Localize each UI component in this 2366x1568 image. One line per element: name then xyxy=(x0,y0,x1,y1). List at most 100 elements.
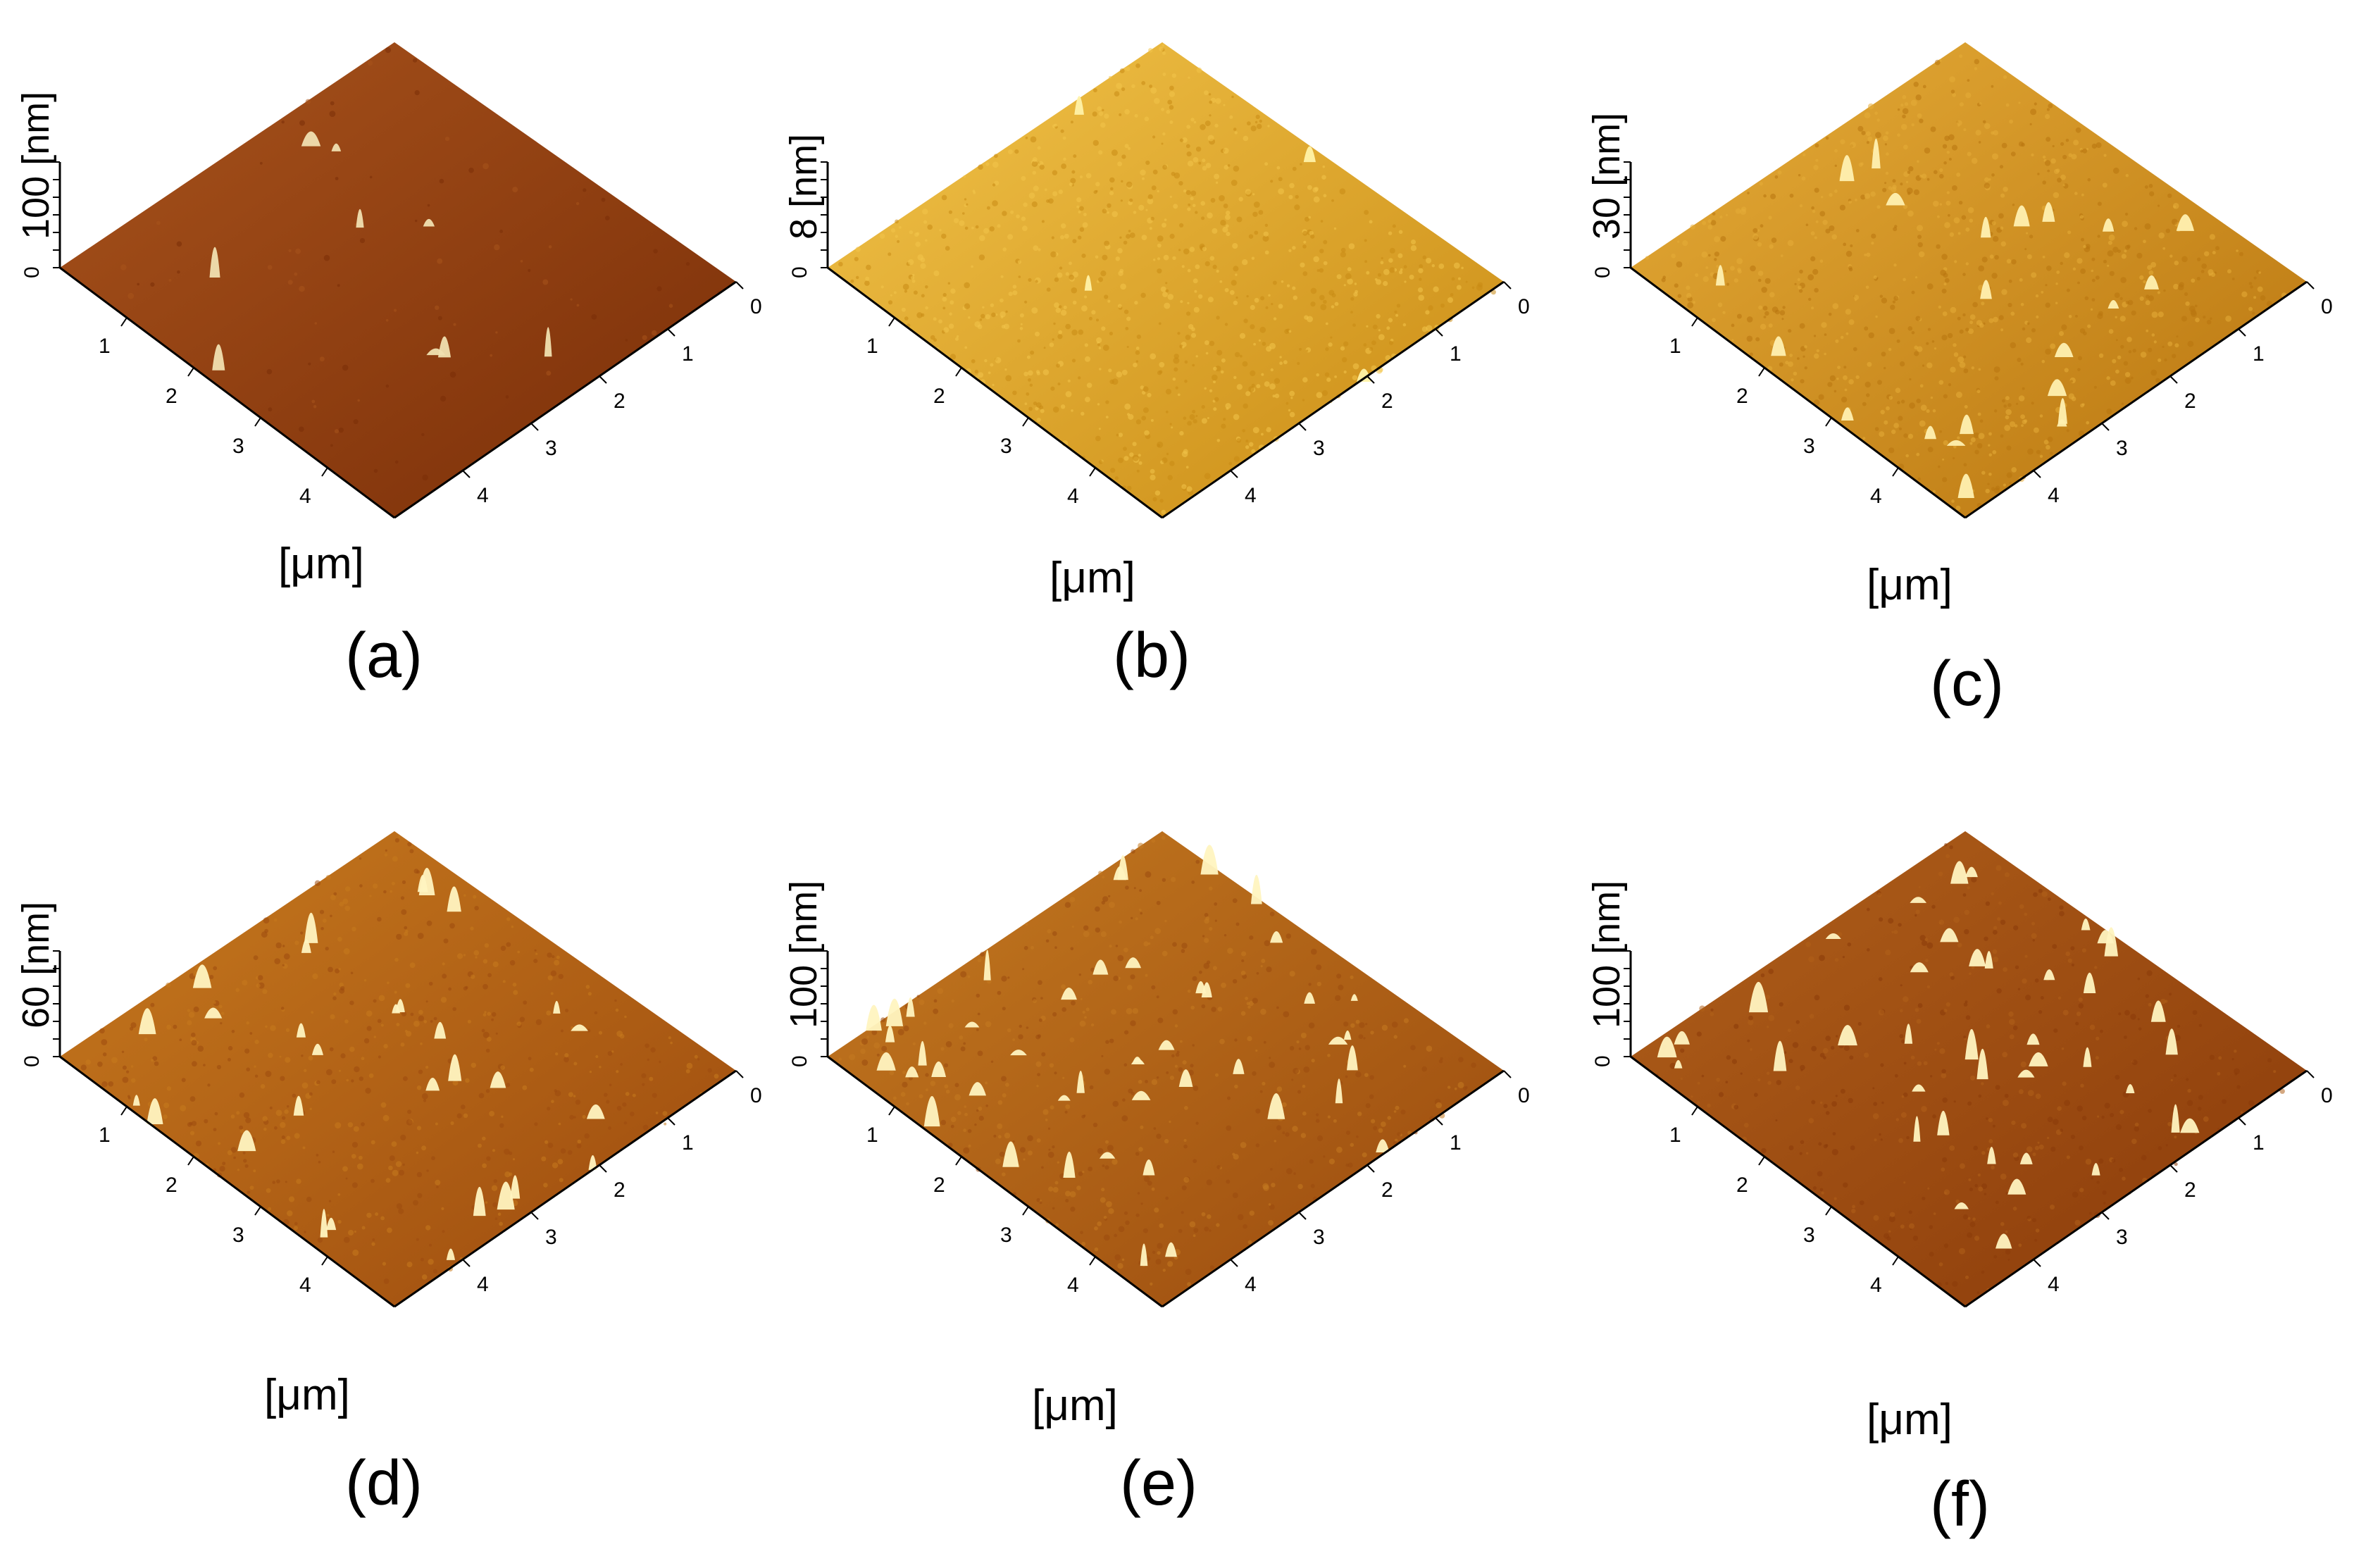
surface-peak xyxy=(331,143,342,151)
afm-surface-d: 0 1 2 3 4 0 1 2 3 4 xyxy=(20,831,762,1308)
surface-peak xyxy=(1748,981,1769,1013)
surface-peak xyxy=(2019,1152,2033,1164)
afm-surface-f: 0 1 2 3 4 0 1 2 3 4 xyxy=(1591,831,2333,1308)
surface-peak xyxy=(2042,201,2055,222)
surface-peak xyxy=(296,1023,306,1038)
surface-peak xyxy=(1250,874,1262,904)
surface-peak xyxy=(2176,214,2195,231)
surface-peak xyxy=(1913,1116,1921,1142)
surface-peak xyxy=(293,1095,304,1116)
x-tick-label: 4 xyxy=(299,1274,311,1297)
panel-b: 0 1 2 3 4 0 1 2 3 4 8 [nm] [μm] (b) xyxy=(768,28,1530,733)
surface-peak xyxy=(2107,300,2119,309)
surface-peak xyxy=(1976,1048,1988,1080)
x-tick-label: 3 xyxy=(1803,435,1815,458)
y-tick-label: 4 xyxy=(477,484,489,507)
surface-peak xyxy=(2125,1084,2135,1094)
panel-a: 0 1 2 3 4 0 1 2 3 4 100 [nm] [μm] (a) xyxy=(0,28,762,733)
surface-peak xyxy=(2057,398,2067,424)
surface-peak xyxy=(1946,440,1966,446)
surface-peak xyxy=(1158,1040,1175,1050)
surface-peak xyxy=(301,131,321,147)
y-tick-label: 3 xyxy=(1313,437,1325,460)
panel-caption: (d) xyxy=(345,1448,423,1519)
surface-peak xyxy=(1267,1093,1285,1119)
y-tick-label: 3 xyxy=(2116,437,2128,460)
y-tick-label: 0 xyxy=(750,295,762,318)
surface-peak xyxy=(1657,1036,1677,1058)
z-axis-label: 100 [nm] xyxy=(1586,880,1628,1028)
y-tick-label: 0 xyxy=(1518,1084,1530,1107)
surface-peak xyxy=(1125,957,1142,969)
y-tick-label: 1 xyxy=(1450,1131,1462,1155)
surface-peak xyxy=(1912,1084,1926,1092)
x-tick-label: 1 xyxy=(99,335,111,358)
x-tick-label: 2 xyxy=(933,385,945,408)
surface-peak xyxy=(1010,1050,1027,1056)
sample-surface xyxy=(828,42,1504,518)
surface-peak xyxy=(326,1217,337,1231)
y-tick-label: 4 xyxy=(2048,1273,2060,1296)
sample-surface xyxy=(1631,42,2307,518)
surface-peak xyxy=(1954,1202,1969,1209)
panel-caption: (b) xyxy=(1113,621,1190,691)
surface-peak xyxy=(2091,1163,2100,1176)
x-tick-label: 4 xyxy=(1870,1274,1882,1297)
y-tick-label: 0 xyxy=(2321,295,2333,318)
surface-peak xyxy=(237,1130,256,1152)
x-tick-label: 3 xyxy=(1803,1224,1815,1247)
surface-peak xyxy=(964,1021,980,1028)
surface-peak xyxy=(906,997,915,1017)
surface-peak xyxy=(931,1061,947,1078)
surface-peak xyxy=(1304,992,1315,1004)
afm-surface-c: 0 1 2 3 4 0 1 2 3 4 xyxy=(1591,42,2333,519)
x-tick-label: 2 xyxy=(1736,1174,1748,1197)
surface-peak xyxy=(1057,1095,1071,1101)
y-tick-label: 0 xyxy=(1518,295,1530,318)
surface-peak xyxy=(1965,1028,1979,1060)
surface-peak xyxy=(1886,192,1905,206)
surface-peak xyxy=(1940,928,1959,942)
y-tick-label: 2 xyxy=(1381,1178,1393,1202)
surface-peak xyxy=(1376,1139,1390,1152)
y-tick-label: 1 xyxy=(2253,342,2265,366)
surface-peak xyxy=(1980,216,1991,238)
xy-unit-label: [μm] xyxy=(1867,1395,1953,1444)
surface-peak xyxy=(918,1040,927,1066)
surface-peak xyxy=(1825,933,1841,940)
surface-peak xyxy=(147,1098,163,1124)
surface-peak xyxy=(1061,987,1077,1000)
surface-peak xyxy=(138,1008,156,1035)
surface-peak xyxy=(425,1077,440,1091)
x-tick-label: 1 xyxy=(1669,1124,1681,1147)
surface-peak xyxy=(1328,1036,1348,1045)
surface-peak xyxy=(1350,994,1358,1001)
y-tick-label: 3 xyxy=(1313,1226,1325,1249)
y-tick-label: 2 xyxy=(2184,390,2196,413)
surface-peak xyxy=(1773,1040,1787,1071)
x-tick-label: 2 xyxy=(1736,385,1748,408)
surface-peak xyxy=(1937,1110,1950,1135)
surface-peak xyxy=(304,912,318,943)
surface-peak xyxy=(1957,473,1974,499)
panel-f: 0 1 2 3 4 0 1 2 3 4 100 [nm] [μm] (f) xyxy=(1571,817,2333,1540)
surface-peak xyxy=(1674,1059,1683,1069)
y-tick-label: 4 xyxy=(1245,1273,1257,1296)
surface-peak xyxy=(905,1066,919,1078)
sample-surface xyxy=(828,831,1504,1307)
y-tick-label: 3 xyxy=(545,437,557,460)
surface-peak xyxy=(1335,1078,1343,1104)
surface-peak xyxy=(1076,1071,1085,1093)
z-zero-label: 0 xyxy=(20,1055,44,1067)
sample-surface xyxy=(60,42,736,518)
xy-unit-label: [μm] xyxy=(1050,554,1135,602)
surface-peak xyxy=(2026,1033,2040,1045)
surface-peak xyxy=(2171,1104,2180,1133)
x-tick-label: 4 xyxy=(299,485,311,508)
surface-peak xyxy=(1063,1151,1076,1178)
y-tick-label: 3 xyxy=(545,1226,557,1249)
surface-peak xyxy=(2083,1047,2092,1067)
surface-peak xyxy=(510,1175,521,1199)
surface-peak xyxy=(2013,205,2030,227)
surface-peak xyxy=(885,998,904,1026)
